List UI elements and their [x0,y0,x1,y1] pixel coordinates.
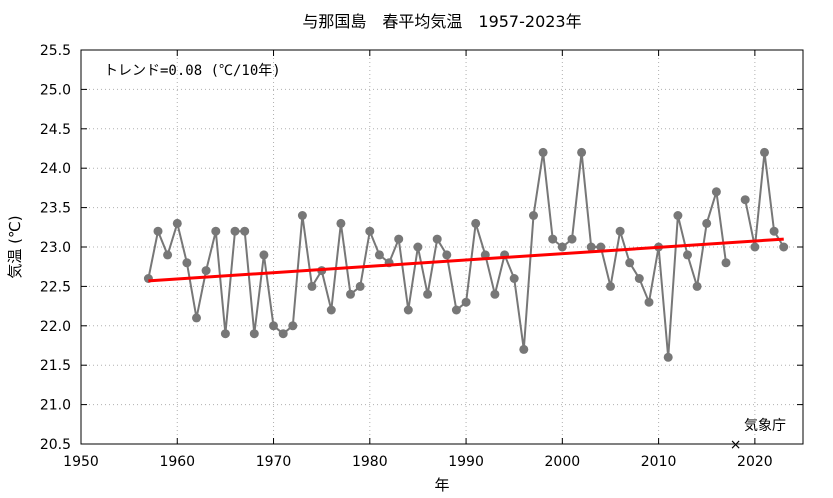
data-point [259,250,269,260]
data-point [269,321,278,331]
data-point [538,147,548,157]
data-point [557,242,567,252]
data-point [625,258,635,268]
data-point [634,274,644,283]
data-point [509,274,519,283]
data-point [692,281,702,291]
y-tick-label: 23.5 [40,201,71,217]
y-tick-label: 22.5 [40,279,71,295]
y-tick-label: 20.5 [40,437,71,453]
x-tick-label: 1970 [256,454,292,470]
data-point [442,250,452,260]
series-layer: × [143,147,789,453]
data-point [577,147,587,157]
data-point [307,281,317,291]
data-point [750,242,760,252]
data-point [432,234,442,244]
x-axis-title: 年 [434,476,449,494]
y-tick-label: 21.5 [40,358,71,374]
x-tick-label: 1980 [352,454,388,470]
y-tick-label: 25.0 [40,82,71,98]
data-point [673,211,683,220]
data-point [596,242,606,252]
data-point [615,226,625,236]
data-point [644,297,654,307]
y-axis-title: 気温 (℃) [6,215,24,278]
data-point [163,250,173,260]
data-point [374,250,384,260]
x-tick-label: 1990 [448,454,484,470]
data-point [403,305,413,315]
data-point [365,226,375,236]
data-point [297,211,307,220]
data-point [326,305,336,315]
x-tick-label: 1960 [159,454,195,470]
x-tick-label: 2000 [545,454,581,470]
y-tick-label: 23.0 [40,240,71,256]
data-point [413,242,423,252]
data-point [548,234,558,244]
data-point [182,258,192,268]
y-tick-label: 25.5 [40,43,71,59]
data-point [683,250,692,260]
series-line [147,152,727,358]
data-point [519,344,529,354]
data-point [201,266,211,276]
data-point [721,258,731,268]
data-point [394,234,404,244]
data-point [355,281,365,291]
data-point [529,211,538,220]
x-tick-label: 2010 [641,454,677,470]
data-point [760,147,769,157]
data-point [346,289,355,299]
data-point [230,226,240,236]
credit-label: 気象庁 [744,418,786,434]
data-point [211,226,221,236]
data-point [490,289,500,299]
data-point [586,242,596,252]
axis-ticks: 20.5 21.0 21.5 22.0 22.5 23.0 23.5 24.0 24.5 25.0… [40,43,803,470]
y-tick-label: 24.5 [40,122,71,138]
data-point [740,195,750,205]
data-point [153,226,163,236]
data-point [702,218,712,228]
y-tick-label: 22.0 [40,319,71,335]
data-point [423,289,433,299]
data-point [663,352,673,362]
data-point [249,329,259,339]
data-point [567,234,577,244]
data-point [336,218,346,228]
data-point [451,305,461,315]
trend-annotation: トレンド=0.08 (℃/10年) [104,63,281,79]
data-point [288,321,298,331]
data-point [220,329,230,339]
data-point [240,226,250,236]
y-tick-label: 21.0 [40,398,71,414]
data-point [461,297,471,307]
data-point [278,329,288,339]
data-point [192,313,201,323]
x-tick-label: 1950 [63,454,99,470]
data-point [606,281,615,291]
data-point [779,242,789,252]
y-tick-label: 24.0 [40,161,71,177]
data-point [769,226,779,236]
data-point [711,187,721,197]
data-point [172,218,182,228]
missing-data-marker: × [730,437,742,453]
trend-line [148,237,784,283]
chart-title: 与那国島 春平均気温 1957-2023年 [302,12,581,31]
x-tick-label: 2020 [737,454,773,470]
data-point [471,218,481,228]
